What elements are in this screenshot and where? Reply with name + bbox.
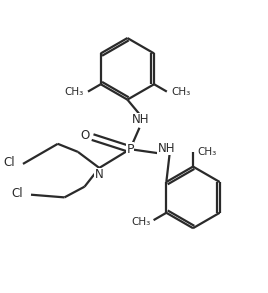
Text: CH₃: CH₃ xyxy=(172,87,191,97)
Text: NH: NH xyxy=(132,113,150,126)
Text: CH₃: CH₃ xyxy=(132,217,151,227)
Text: O: O xyxy=(80,129,90,142)
Text: N: N xyxy=(94,168,103,181)
Text: P: P xyxy=(126,143,134,156)
Text: NH: NH xyxy=(158,142,175,155)
Text: Cl: Cl xyxy=(11,187,23,200)
Text: Cl: Cl xyxy=(3,156,15,169)
Text: CH₃: CH₃ xyxy=(64,87,83,97)
Text: CH₃: CH₃ xyxy=(198,147,217,157)
